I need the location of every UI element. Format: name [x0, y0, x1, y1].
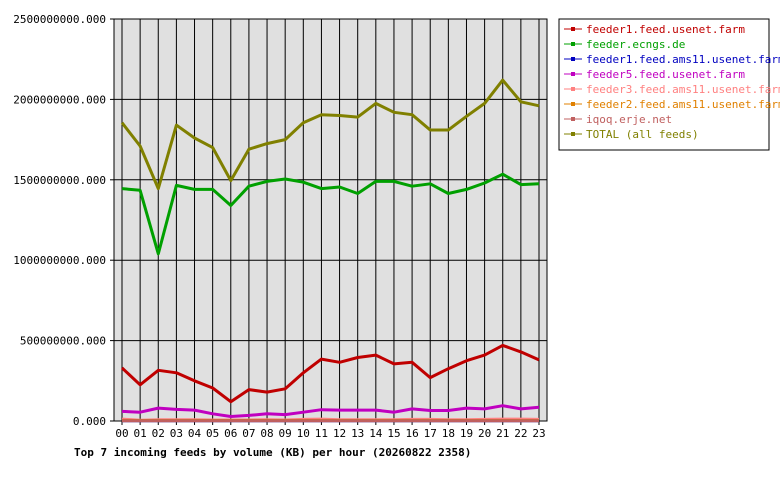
- x-tick-label: 00: [115, 427, 128, 440]
- legend-marker: [571, 72, 575, 76]
- x-tick-label: 18: [442, 427, 455, 440]
- y-tick-label: 500000000.000: [20, 335, 106, 348]
- x-tick-label: 08: [260, 427, 273, 440]
- x-tick-label: 23: [532, 427, 545, 440]
- legend-marker: [571, 57, 575, 61]
- legend-label: iqoq.erje.net: [586, 113, 672, 126]
- x-tick-label: 16: [405, 427, 418, 440]
- legend-label: feeder1.feed.usenet.farm: [586, 23, 745, 36]
- y-tick-label: 2000000000.000: [13, 93, 106, 106]
- x-tick-label: 15: [387, 427, 400, 440]
- y-tick-label: 1000000000.000: [13, 254, 106, 267]
- x-tick-label: 02: [152, 427, 165, 440]
- x-tick-label: 11: [315, 427, 328, 440]
- x-tick-label: 22: [514, 427, 527, 440]
- series-line: [121, 172, 540, 256]
- x-tick-label: 13: [351, 427, 364, 440]
- legend: feeder1.feed.usenet.farm feeder.ecngs.de f…: [558, 18, 780, 151]
- legend-marker: [571, 102, 575, 106]
- series-line: [121, 404, 540, 418]
- legend-marker: [571, 27, 575, 31]
- y-tick-label: 2500000000.000: [13, 13, 106, 26]
- legend-label: feeder.ecngs.de: [586, 38, 685, 51]
- y-tick-label: 1500000000.000: [13, 174, 106, 187]
- x-tick-label: 01: [134, 427, 147, 440]
- legend-label: feeder3.feed.ams11.usenet.farm: [586, 83, 780, 96]
- chart-title: Top 7 incoming feeds by volume (KB) per …: [74, 446, 471, 459]
- x-tick-label: 14: [369, 427, 383, 440]
- x-tick-label: 17: [424, 427, 437, 440]
- x-tick-label: 19: [460, 427, 473, 440]
- x-tick-label: 20: [478, 427, 491, 440]
- legend-marker: [571, 117, 575, 121]
- series-lines: [120, 78, 540, 423]
- x-tick-label: 05: [206, 427, 219, 440]
- legend-marker: [571, 42, 575, 46]
- x-tick-label: 09: [279, 427, 292, 440]
- x-tick-label: 06: [224, 427, 237, 440]
- legend-box: [558, 18, 770, 151]
- x-tick-label: 03: [170, 427, 183, 440]
- plot-area: [113, 18, 548, 422]
- x-tick-label: 07: [242, 427, 255, 440]
- x-tick-label: 04: [188, 427, 202, 440]
- legend-marker: [571, 132, 575, 136]
- legend-label: TOTAL (all feeds): [586, 128, 699, 141]
- legend-marker: [571, 87, 575, 91]
- axes: 00 01 02 03 04 05 06 07 08 09 10 11 12 13 14 15 16 17 18 19…: [13, 13, 545, 440]
- x-tick-label: 21: [496, 427, 509, 440]
- series-line: [120, 343, 540, 404]
- legend-label: feeder1.feed.ams11.usenet.farm: [586, 53, 780, 66]
- x-tick-label: 12: [333, 427, 346, 440]
- legend-label: feeder2.feed.ams11.usenet.farm: [586, 98, 780, 111]
- y-tick-label: 0.000: [73, 415, 106, 428]
- series-line: [120, 78, 540, 191]
- x-tick-label: 10: [297, 427, 310, 440]
- legend-label: feeder5.feed.usenet.farm: [586, 68, 745, 81]
